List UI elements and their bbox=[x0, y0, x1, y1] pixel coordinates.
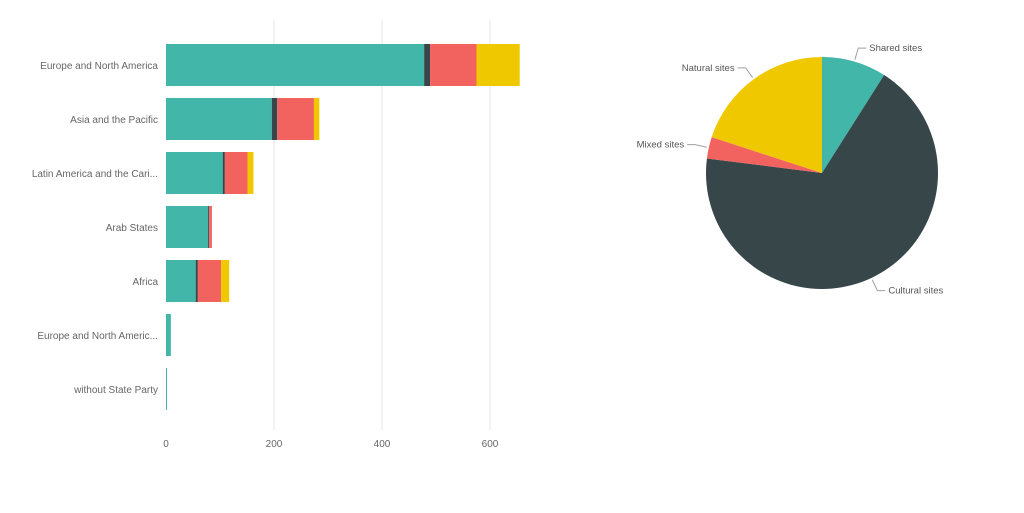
bar-segment-shared-sites[interactable] bbox=[166, 314, 171, 356]
pie-leader-line bbox=[687, 144, 707, 148]
bar-segment-cultural-sites[interactable] bbox=[424, 44, 431, 86]
category-label: Asia and the Pacific bbox=[70, 115, 158, 126]
bar-segment-mixed-sites[interactable] bbox=[197, 260, 222, 302]
x-tick-label: 400 bbox=[374, 439, 391, 450]
x-tick-label: 0 bbox=[163, 439, 169, 450]
pie-slice-label: Cultural sites bbox=[888, 286, 943, 297]
category-label: Arab States bbox=[106, 223, 158, 234]
pie-leader-line bbox=[871, 279, 886, 292]
pie-slice-label: Mixed sites bbox=[637, 140, 685, 151]
bar-segment-cultural-sites[interactable] bbox=[271, 98, 278, 140]
bar-segment-cultural-sites[interactable] bbox=[222, 152, 225, 194]
bar-segment-cultural-sites[interactable] bbox=[208, 206, 210, 248]
bar-segment-shared-sites[interactable] bbox=[166, 98, 272, 140]
bar-segment-natural-sites[interactable] bbox=[221, 260, 230, 302]
x-tick-label: 200 bbox=[266, 439, 283, 450]
category-label: Latin America and the Cari... bbox=[32, 169, 158, 180]
bar-segment-shared-sites[interactable] bbox=[166, 260, 196, 302]
bar-segment-mixed-sites[interactable] bbox=[277, 98, 314, 140]
bar-segment-mixed-sites[interactable] bbox=[430, 44, 477, 86]
bar-segment-natural-sites[interactable] bbox=[476, 44, 520, 86]
pie-slice-cultural-sites[interactable] bbox=[706, 75, 938, 289]
pie-chart: Shared sites Cultural sites Mixed sites Nat… bbox=[637, 43, 944, 297]
pie-leader-line bbox=[737, 67, 754, 78]
bar-segment-mixed-sites[interactable] bbox=[209, 206, 212, 248]
bar-segment-cultural-sites[interactable] bbox=[195, 260, 198, 302]
bar-segment-natural-sites[interactable] bbox=[313, 98, 320, 140]
pie-slice-shared-sites[interactable] bbox=[822, 57, 885, 173]
bar-segment-natural-sites[interactable] bbox=[247, 152, 254, 194]
stacked-bar-chart: 0 200 400 600 Europe and North America Asia a… bbox=[32, 20, 520, 450]
pie-slice-label: Shared sites bbox=[869, 43, 922, 54]
pie-slice-natural-sites[interactable] bbox=[711, 57, 822, 173]
bar-segment-shared-sites[interactable] bbox=[166, 368, 167, 410]
category-label: Europe and North America bbox=[40, 61, 158, 72]
category-label: Africa bbox=[132, 277, 158, 288]
x-tick-label: 600 bbox=[482, 439, 499, 450]
pie-slice-label: Natural sites bbox=[682, 63, 735, 74]
bar-segment-mixed-sites[interactable] bbox=[224, 152, 248, 194]
pie-slice-mixed-sites[interactable] bbox=[706, 137, 822, 173]
bar-segment-shared-sites[interactable] bbox=[166, 152, 223, 194]
pie-leader-line bbox=[854, 47, 867, 60]
category-label: Europe and North Americ... bbox=[37, 331, 158, 342]
bar-segment-shared-sites[interactable] bbox=[166, 206, 209, 248]
category-label: without State Party bbox=[73, 385, 158, 396]
bar-segment-shared-sites[interactable] bbox=[166, 44, 425, 86]
